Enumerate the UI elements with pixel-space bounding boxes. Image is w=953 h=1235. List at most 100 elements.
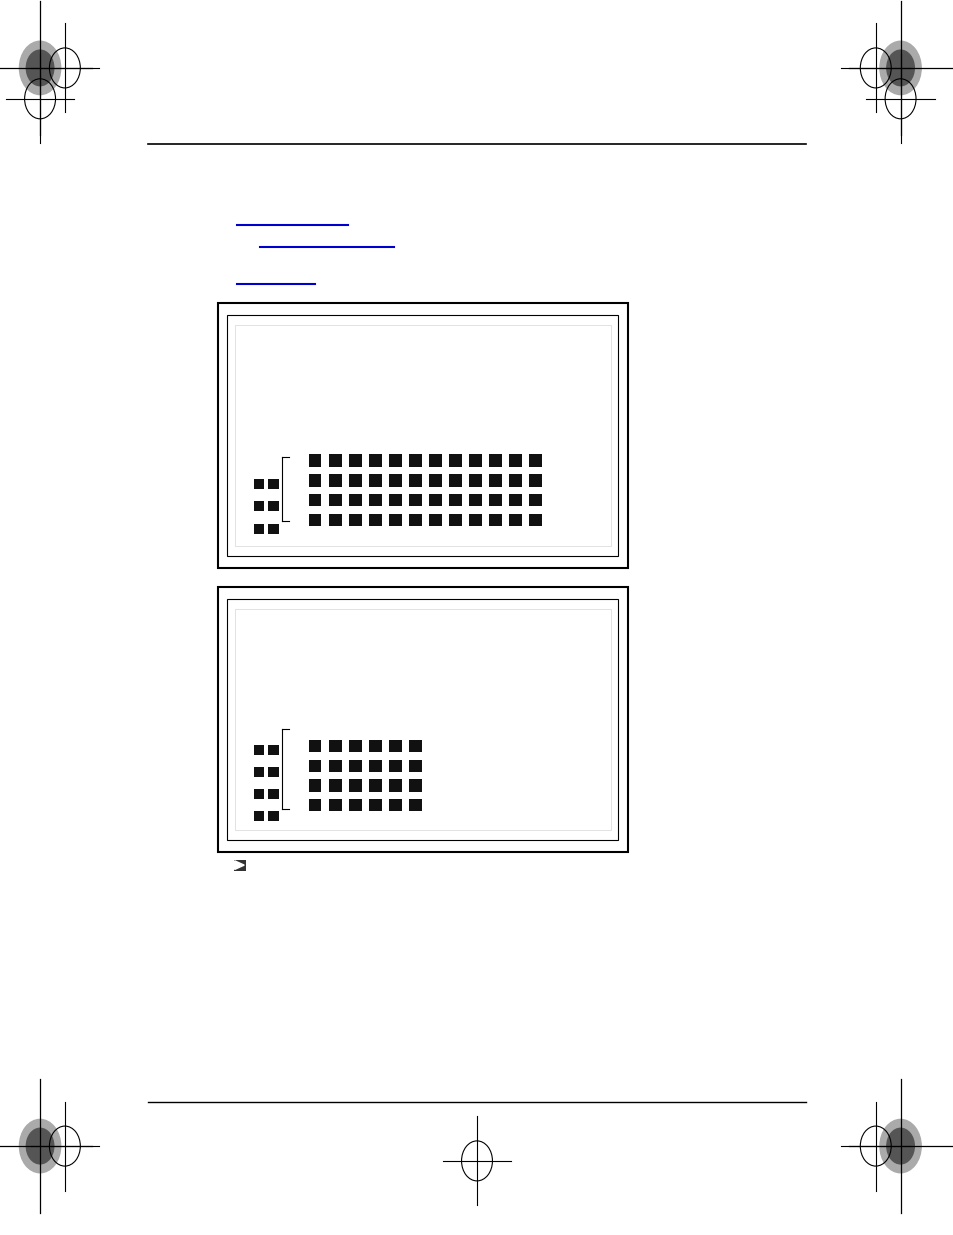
Bar: [409, 740, 421, 752]
Bar: [309, 779, 321, 792]
Bar: [329, 474, 341, 487]
Bar: [489, 494, 501, 506]
Bar: [409, 779, 421, 792]
Bar: [253, 745, 264, 755]
Circle shape: [27, 1129, 53, 1163]
Bar: [329, 454, 341, 467]
Bar: [409, 454, 421, 467]
Bar: [449, 474, 461, 487]
Bar: [329, 514, 341, 526]
Bar: [234, 609, 610, 830]
Polygon shape: [234, 861, 244, 869]
Bar: [309, 454, 321, 467]
Bar: [389, 740, 401, 752]
Bar: [389, 760, 401, 772]
Bar: [509, 494, 521, 506]
Bar: [268, 479, 278, 489]
Bar: [349, 779, 361, 792]
Bar: [529, 494, 541, 506]
Bar: [389, 514, 401, 526]
Bar: [369, 799, 381, 811]
Bar: [429, 474, 441, 487]
Bar: [253, 767, 264, 777]
Bar: [309, 740, 321, 752]
Bar: [268, 501, 278, 511]
Bar: [509, 474, 521, 487]
Bar: [233, 860, 246, 871]
Bar: [349, 474, 361, 487]
Bar: [389, 454, 401, 467]
Bar: [234, 325, 610, 546]
Bar: [429, 454, 441, 467]
Bar: [489, 474, 501, 487]
Bar: [409, 514, 421, 526]
Bar: [489, 514, 501, 526]
Bar: [227, 599, 618, 840]
Bar: [349, 740, 361, 752]
Bar: [489, 454, 501, 467]
Bar: [389, 779, 401, 792]
Bar: [369, 494, 381, 506]
Bar: [349, 799, 361, 811]
Bar: [369, 779, 381, 792]
Bar: [529, 454, 541, 467]
Bar: [268, 811, 278, 821]
Bar: [409, 799, 421, 811]
Bar: [217, 303, 627, 568]
Bar: [369, 760, 381, 772]
Bar: [329, 760, 341, 772]
Bar: [309, 494, 321, 506]
Bar: [469, 454, 481, 467]
Bar: [253, 789, 264, 799]
Bar: [449, 514, 461, 526]
Circle shape: [879, 1119, 921, 1173]
Bar: [469, 514, 481, 526]
Bar: [469, 494, 481, 506]
Bar: [429, 494, 441, 506]
Bar: [389, 494, 401, 506]
Bar: [369, 474, 381, 487]
Bar: [253, 479, 264, 489]
Bar: [389, 799, 401, 811]
Bar: [529, 514, 541, 526]
Bar: [349, 494, 361, 506]
Bar: [253, 501, 264, 511]
Bar: [227, 315, 618, 556]
Bar: [529, 474, 541, 487]
Bar: [217, 587, 627, 852]
Bar: [329, 799, 341, 811]
Bar: [369, 514, 381, 526]
Bar: [309, 514, 321, 526]
Bar: [268, 524, 278, 534]
Bar: [253, 811, 264, 821]
Bar: [253, 524, 264, 534]
Bar: [349, 760, 361, 772]
Bar: [509, 454, 521, 467]
Bar: [309, 799, 321, 811]
Circle shape: [879, 41, 921, 95]
Bar: [268, 789, 278, 799]
Bar: [369, 454, 381, 467]
Circle shape: [27, 51, 53, 85]
Bar: [509, 514, 521, 526]
Bar: [369, 740, 381, 752]
Bar: [349, 454, 361, 467]
Bar: [449, 494, 461, 506]
Bar: [309, 760, 321, 772]
Bar: [268, 745, 278, 755]
Bar: [329, 494, 341, 506]
Bar: [268, 767, 278, 777]
Bar: [449, 454, 461, 467]
Bar: [409, 494, 421, 506]
Circle shape: [886, 1129, 913, 1163]
Bar: [329, 779, 341, 792]
Bar: [409, 760, 421, 772]
Bar: [349, 514, 361, 526]
Bar: [329, 740, 341, 752]
Bar: [389, 474, 401, 487]
Bar: [309, 474, 321, 487]
Bar: [429, 514, 441, 526]
Circle shape: [19, 1119, 61, 1173]
Bar: [409, 474, 421, 487]
Bar: [469, 474, 481, 487]
